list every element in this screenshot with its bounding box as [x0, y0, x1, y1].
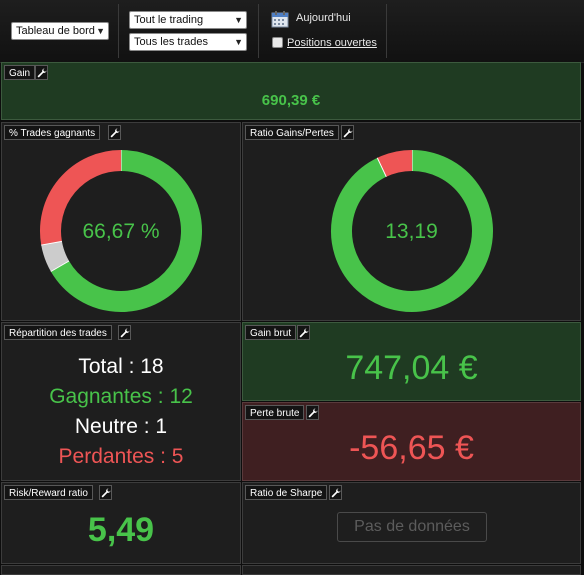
settings-wrench-icon[interactable] — [99, 485, 112, 500]
total-value: 18 — [140, 355, 164, 378]
donut-slice-neutre — [41, 240, 70, 272]
settings-wrench-icon[interactable] — [297, 325, 310, 340]
donut-slice-separator — [50, 260, 70, 272]
panel-title: Risk/Reward ratio — [4, 485, 93, 500]
panel-title: Gain brut — [245, 325, 297, 340]
losers-label: Perdantes — [58, 445, 155, 468]
gain-panel: Gain 690,39 € — [1, 62, 581, 120]
winning-trades-donut-chart — [40, 150, 202, 312]
gain-loss-donut-chart — [331, 150, 493, 312]
donut-slice-separator — [376, 157, 387, 178]
next-panel-right — [242, 565, 581, 575]
settings-wrench-icon[interactable] — [306, 405, 319, 420]
gross-gain-panel: Gain brut 747,04 € — [242, 322, 581, 401]
trades-select-value: Tous les trades — [134, 36, 208, 48]
total-label: Total — [78, 355, 123, 378]
open-positions-checkbox[interactable] — [272, 37, 283, 48]
losers-value: 5 — [171, 445, 184, 468]
gross-loss-value: -56,65 € — [349, 429, 474, 467]
view-select[interactable]: Tableau de bord ▼ — [11, 22, 109, 40]
neutral-label: Neutre — [74, 415, 138, 438]
panel-title: Ratio de Sharpe — [245, 485, 328, 500]
gross-loss-panel: Perte brute -56,65 € — [242, 402, 581, 481]
gain-loss-ratio-panel: Ratio Gains/Pertes 13,19 — [242, 122, 581, 321]
donut-slice-separator — [41, 240, 62, 246]
neutral-trades-line: Neutre : 1 — [2, 415, 240, 439]
settings-wrench-icon[interactable] — [341, 125, 354, 140]
toolbar: Tableau de bord ▼ Tout le trading ▼ Tous… — [0, 0, 584, 63]
toolbar-divider — [386, 4, 387, 58]
calendar-icon[interactable] — [271, 10, 289, 28]
separator-colon: : — [160, 445, 172, 468]
panel-title: Ratio Gains/Pertes — [245, 125, 339, 140]
donut-slice-perte-brute — [377, 150, 413, 177]
neutral-value: 1 — [155, 415, 168, 438]
settings-wrench-icon[interactable] — [118, 325, 131, 340]
risk-reward-panel: Risk/Reward ratio 5,49 — [1, 482, 241, 564]
winners-value: 12 — [169, 385, 193, 408]
total-trades-line: Total : 18 — [2, 355, 240, 379]
donut-slice-gagnantes — [50, 150, 202, 312]
open-positions-label[interactable]: Positions ouvertes — [287, 37, 377, 49]
winners-label: Gagnantes — [49, 385, 152, 408]
panel-title: % Trades gagnants — [4, 125, 101, 140]
trades-select[interactable]: Tous les trades ▼ — [129, 33, 247, 51]
settings-wrench-icon[interactable] — [108, 125, 121, 140]
separator-colon: : — [157, 385, 170, 408]
gross-gain-value: 747,04 € — [345, 349, 478, 387]
toolbar-divider — [258, 4, 259, 58]
winning-pct-value: 66,67 % — [82, 220, 160, 243]
losing-trades-line: Perdantes : 5 — [2, 445, 240, 469]
chevron-down-icon: ▼ — [234, 37, 243, 47]
date-filter-label[interactable]: Aujourd'hui — [296, 12, 351, 24]
scope-select[interactable]: Tout le trading ▼ — [129, 11, 247, 29]
view-select-value: Tableau de bord — [16, 25, 95, 37]
settings-wrench-icon[interactable] — [35, 65, 48, 80]
panel-title: Perte brute — [245, 405, 305, 420]
trade-distribution-panel: Répartition des trades Total : 18 Gagnan… — [1, 322, 241, 481]
no-data-placeholder: Pas de données — [337, 512, 487, 542]
risk-reward-value: 5,49 — [87, 511, 155, 549]
chevron-down-icon: ▼ — [234, 15, 243, 25]
winning-trades-line: Gagnantes : 12 — [2, 385, 240, 409]
donut-slice-gain-brut — [331, 150, 493, 312]
panel-title: Gain — [4, 65, 36, 80]
gain-value: 690,39 € — [261, 92, 321, 109]
winning-trades-panel: % Trades gagnants 66,67 % — [1, 122, 241, 321]
toolbar-divider — [118, 4, 119, 58]
panel-title: Répartition des trades — [4, 325, 112, 340]
donut-slice-perdantes — [40, 150, 122, 246]
scope-select-value: Tout le trading — [134, 14, 204, 26]
gain-loss-ratio-value: 13,19 — [385, 220, 438, 243]
chevron-down-icon: ▼ — [96, 26, 105, 36]
next-panel-left — [1, 565, 241, 575]
separator-colon: : — [128, 355, 141, 378]
settings-wrench-icon[interactable] — [329, 485, 342, 500]
sharpe-ratio-panel: Ratio de Sharpe Pas de données — [242, 482, 581, 564]
separator-colon: : — [143, 415, 156, 438]
